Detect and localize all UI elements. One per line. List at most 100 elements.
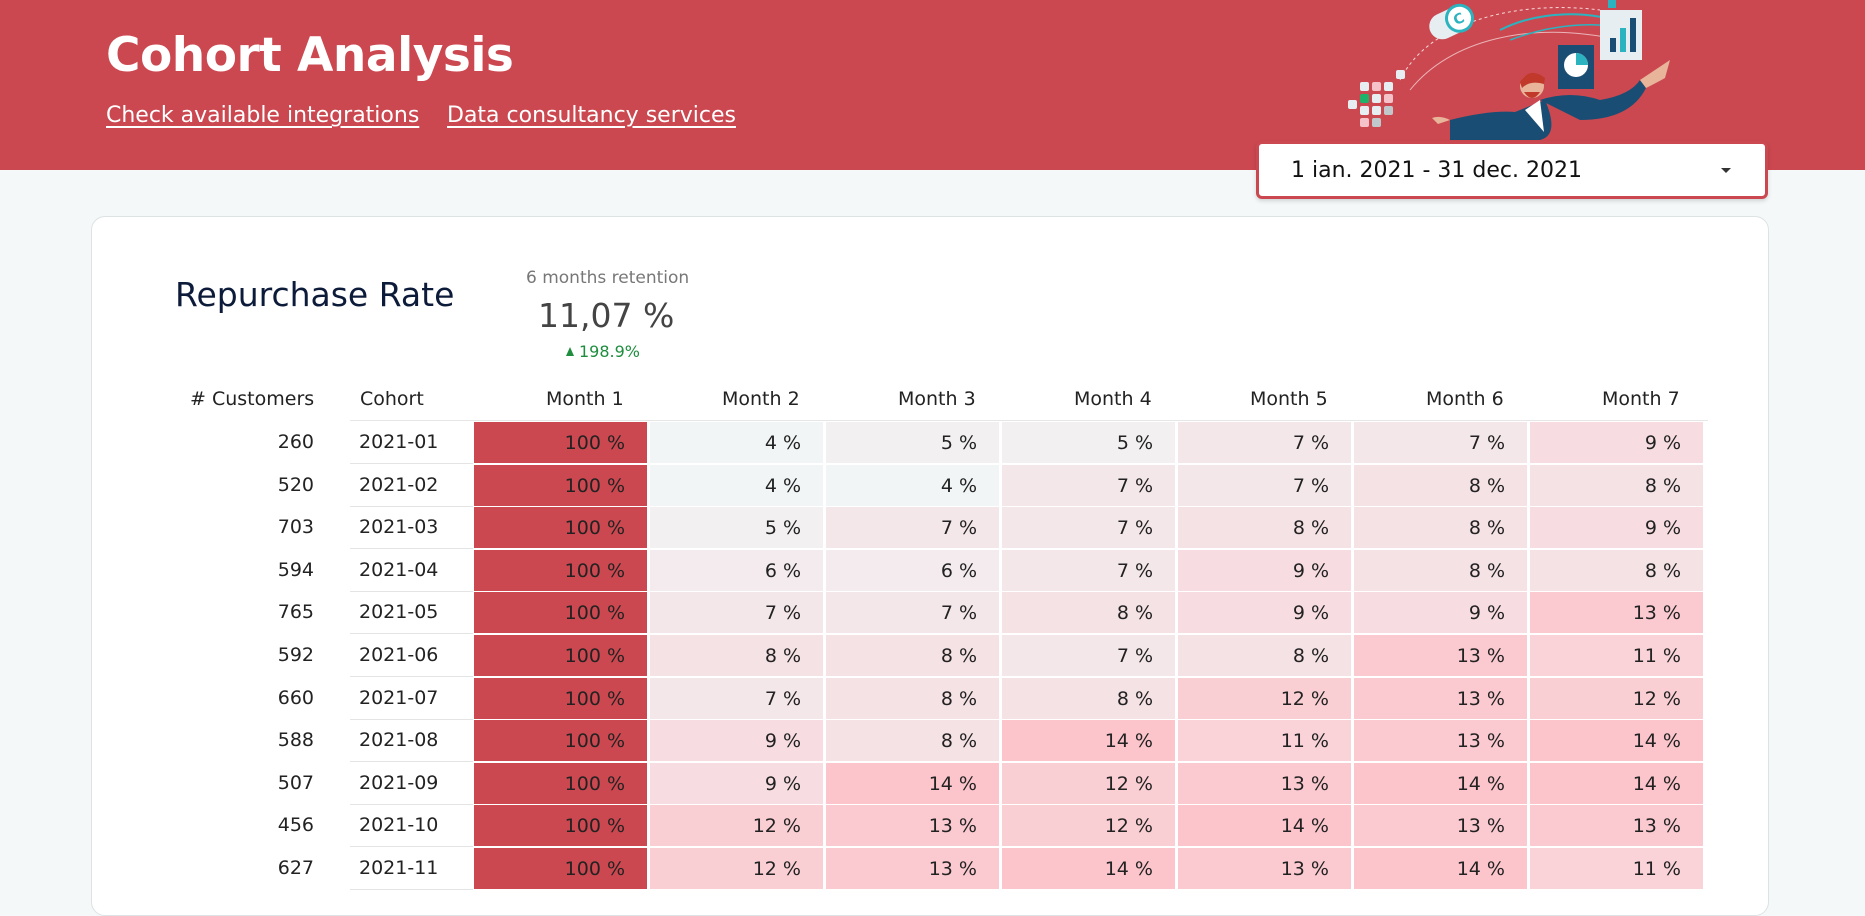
header-customers: # Customers — [190, 388, 315, 410]
heatmap-cell: 12 % — [1002, 762, 1177, 805]
heatmap-cell: 12 % — [650, 805, 825, 848]
card-title: Repurchase Rate — [175, 275, 455, 314]
heatmap-cell: 7 % — [826, 507, 1001, 550]
date-range-value: 1 ian. 2021 - 31 dec. 2021 — [1291, 158, 1582, 183]
heatmap-cell: 13 % — [1178, 848, 1353, 890]
heatmap-cell: 6 % — [826, 549, 1001, 592]
heatmap-cell: 6 % — [650, 549, 825, 592]
heatmap-cell: 7 % — [1002, 507, 1177, 550]
heatmap-cell: 9 % — [1178, 549, 1353, 592]
heatmap-cell: 7 % — [1178, 422, 1353, 464]
header-month-4: Month 4 — [1074, 388, 1152, 410]
heatmap-cell: 13 % — [1354, 677, 1529, 720]
heatmap-cell: 100 % — [474, 422, 649, 464]
heatmap-cell: 9 % — [1354, 592, 1529, 635]
heatmap-cell: 8 % — [1354, 507, 1529, 550]
consultancy-link[interactable]: Data consultancy services — [447, 103, 736, 128]
arrow-up-icon — [566, 347, 574, 356]
customer-count: 594 — [277, 558, 314, 581]
heatmap-cell: 12 % — [1002, 805, 1177, 848]
heatmap-cell: 8 % — [1530, 549, 1705, 592]
heatmap-cell: 100 % — [474, 507, 649, 550]
heatmap-cell: 13 % — [1354, 720, 1529, 763]
heatmap-cell: 11 % — [1530, 635, 1705, 677]
heatmap-cell: 9 % — [650, 720, 825, 763]
heatmap-cell: 11 % — [1178, 720, 1353, 763]
header-month-1: Month 1 — [546, 388, 624, 410]
heatmap-cell: 5 % — [1002, 422, 1177, 464]
heatmap-cell: 8 % — [650, 635, 825, 677]
header-month-7: Month 7 — [1602, 388, 1680, 410]
heatmap-cell: 8 % — [826, 635, 1001, 677]
heatmap-cell: 12 % — [1530, 677, 1705, 720]
heatmap-cell: 13 % — [826, 848, 1001, 890]
cohort-label: 2021-05 — [350, 592, 473, 635]
heatmap-cell: 100 % — [474, 635, 649, 677]
cohort-label: 2021-11 — [350, 848, 473, 890]
analytics-illustration: C — [1348, 0, 1670, 140]
heatmap-cell: 4 % — [650, 464, 825, 507]
heatmap-cell: 13 % — [1530, 805, 1705, 848]
customer-count: 588 — [277, 729, 314, 752]
kpi-delta-value: 198.9% — [579, 342, 641, 361]
header-month-2: Month 2 — [722, 388, 800, 410]
heatmap-cell: 8 % — [1002, 677, 1177, 720]
heatmap-cell: 9 % — [1530, 507, 1705, 550]
heatmap-cell: 11 % — [1530, 848, 1705, 890]
heatmap-cell: 100 % — [474, 592, 649, 635]
heatmap-cell: 8 % — [1178, 507, 1353, 550]
heatmap-cell: 100 % — [474, 549, 649, 592]
heatmap-cell: 14 % — [1354, 762, 1529, 805]
heatmap-cell: 8 % — [1002, 592, 1177, 635]
date-range-picker[interactable]: 1 ian. 2021 - 31 dec. 2021 — [1256, 141, 1768, 199]
heatmap-cell: 13 % — [1354, 635, 1529, 677]
cohort-label: 2021-01 — [350, 422, 473, 464]
heatmap-cell: 100 % — [474, 805, 649, 848]
header-month-6: Month 6 — [1426, 388, 1504, 410]
heatmap-cell: 7 % — [650, 592, 825, 635]
customer-count: 703 — [277, 516, 314, 539]
heatmap-cell: 8 % — [826, 720, 1001, 763]
heatmap-cell: 7 % — [650, 677, 825, 720]
kpi-label: 6 months retention — [526, 268, 690, 288]
heatmap-cell: 8 % — [1530, 464, 1705, 507]
cohort-label: 2021-06 — [350, 635, 473, 677]
heatmap-cell: 8 % — [1354, 464, 1529, 507]
heatmap-cell: 100 % — [474, 848, 649, 890]
customer-count: 520 — [277, 473, 314, 496]
heatmap-cell: 13 % — [1530, 592, 1705, 635]
heatmap-cell: 8 % — [1178, 635, 1353, 677]
heatmap-cell: 14 % — [1354, 848, 1529, 890]
heatmap-cell: 14 % — [826, 762, 1001, 805]
heatmap-cell: 14 % — [1530, 762, 1705, 805]
heatmap-cell: 100 % — [474, 720, 649, 763]
heatmap-cell: 12 % — [1178, 677, 1353, 720]
heatmap-cell: 7 % — [1002, 464, 1177, 507]
heatmap-cell: 7 % — [1178, 464, 1353, 507]
cohort-label: 2021-03 — [350, 507, 473, 550]
cohort-label: 2021-04 — [350, 550, 473, 592]
cohort-label: 2021-02 — [350, 465, 473, 507]
customer-count: 627 — [277, 857, 314, 879]
integrations-link[interactable]: Check available integrations — [106, 103, 420, 128]
heatmap-cell: 7 % — [826, 592, 1001, 635]
kpi-value: 11,07 % — [538, 296, 675, 335]
heatmap-cell: 9 % — [1530, 422, 1705, 464]
heatmap-cell: 7 % — [1002, 549, 1177, 592]
heatmap-cell: 13 % — [1354, 805, 1529, 848]
customer-count: 660 — [277, 686, 314, 709]
kpi-delta: 198.9% — [566, 342, 640, 361]
customer-count: 592 — [277, 644, 314, 666]
chevron-down-icon — [1721, 168, 1731, 173]
header-month-5: Month 5 — [1250, 388, 1328, 410]
heatmap-cell: 7 % — [1354, 422, 1529, 464]
header-banner: Cohort Analysis Check available integrat… — [0, 0, 1865, 170]
heatmap-cell: 5 % — [650, 507, 825, 550]
heatmap-cell: 14 % — [1178, 805, 1353, 848]
customer-count: 507 — [277, 771, 314, 794]
heatmap-cell: 100 % — [474, 464, 649, 507]
customer-count: 260 — [277, 431, 314, 453]
heatmap-cell: 100 % — [474, 762, 649, 805]
header-cohort: Cohort — [360, 388, 424, 410]
heatmap-cell: 7 % — [1002, 635, 1177, 677]
